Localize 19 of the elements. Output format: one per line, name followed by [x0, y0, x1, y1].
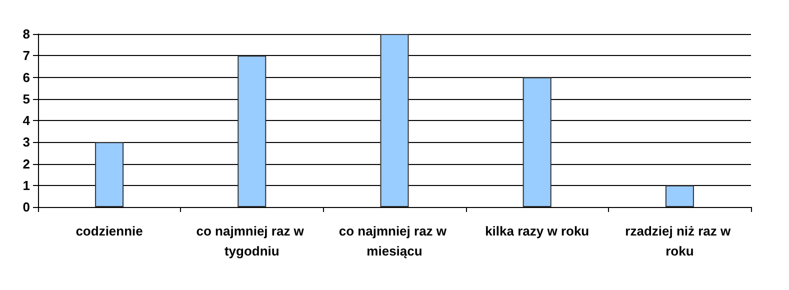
x-tick-label: co najmniej raz w miesiącu	[338, 224, 450, 258]
y-tick-label: 0	[22, 200, 30, 214]
y-tick-label: 4	[22, 113, 31, 128]
y-tick-label: 6	[22, 70, 30, 85]
x-tick-label: kilka razy w roku	[485, 224, 590, 238]
bar	[95, 142, 124, 207]
y-tick-label: 8	[22, 26, 30, 42]
y-tick-label: 7	[22, 48, 30, 64]
x-tick-label: co najmniej raz w tygodniu	[196, 224, 308, 258]
y-tick-label: 3	[22, 134, 30, 150]
x-tick-label: codziennie	[76, 224, 143, 238]
bar	[238, 56, 266, 207]
y-tick-label: 1	[22, 178, 30, 193]
bar	[380, 34, 409, 207]
y-tick-label: 2	[22, 156, 30, 172]
bar	[522, 77, 552, 207]
y-tick-label: 5	[22, 91, 30, 106]
x-tick-label: rzadziej niż raz w roku	[625, 224, 734, 258]
bar	[665, 185, 694, 207]
